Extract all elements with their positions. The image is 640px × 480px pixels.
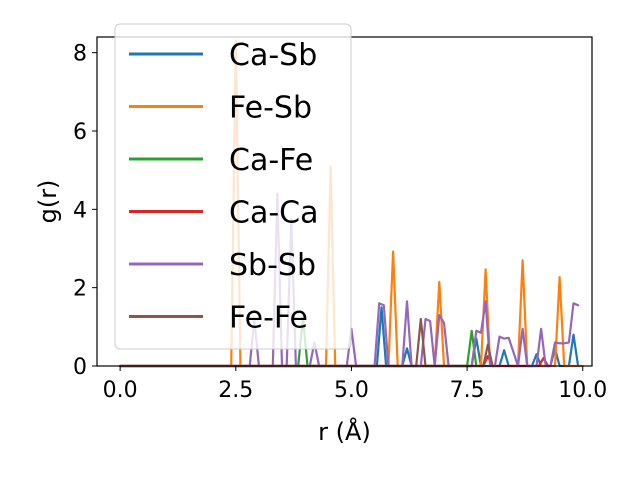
y-tick-label: 4: [73, 198, 87, 223]
x-axis-ticks: 0.0 2.5 5.0 7.5 10.0: [103, 366, 607, 403]
legend-label-ca-ca: Ca-Ca: [229, 196, 319, 231]
x-tick-label: 2.5: [218, 378, 253, 403]
legend-label-ca-sb: Ca-Sb: [229, 38, 317, 73]
y-tick-label: 2: [73, 277, 87, 302]
x-tick-label: 10.0: [558, 378, 607, 403]
legend-label-sb-sb: Sb-Sb: [229, 248, 316, 283]
legend-label-fe-fe: Fe-Fe: [229, 301, 308, 336]
x-axis-label: r (Å): [318, 417, 371, 446]
y-axis-label: g(r): [34, 180, 62, 224]
legend-label-ca-fe: Ca-Fe: [229, 143, 313, 178]
y-axis-ticks: 0 2 4 6 8: [73, 42, 97, 380]
y-tick-label: 6: [73, 120, 87, 145]
legend: Ca-Sb Fe-Sb Ca-Fe Ca-Ca Sb-Sb Fe-Fe: [114, 23, 352, 350]
y-tick-label: 0: [73, 355, 87, 380]
x-tick-label: 5.0: [334, 378, 369, 403]
y-tick-label: 8: [73, 42, 87, 67]
x-tick-label: 7.5: [450, 378, 485, 403]
x-tick-label: 0.0: [103, 378, 138, 403]
legend-label-fe-sb: Fe-Sb: [229, 91, 312, 126]
